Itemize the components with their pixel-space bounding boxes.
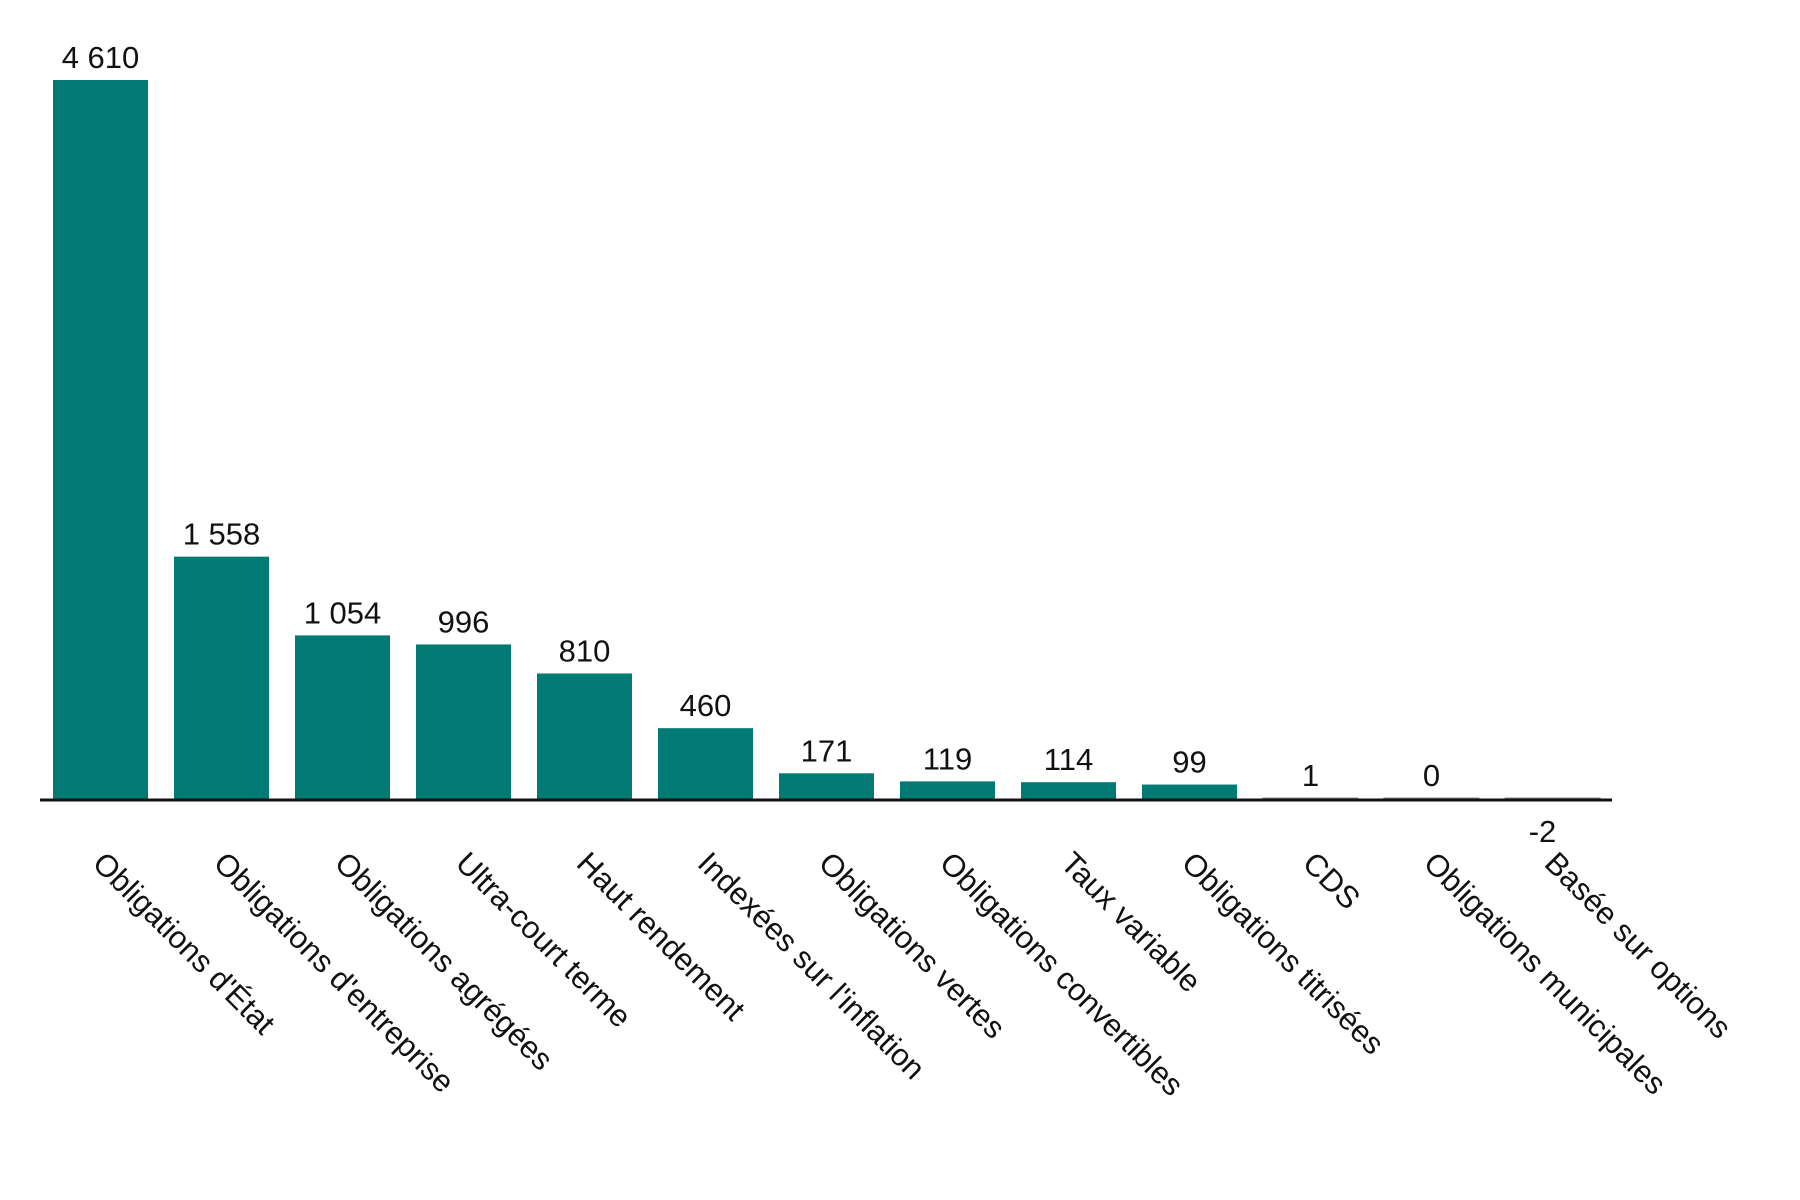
value-label-8: 114 xyxy=(1044,742,1093,777)
value-label-7: 119 xyxy=(923,741,972,776)
value-label-2: 1 054 xyxy=(304,595,382,630)
bar-5 xyxy=(658,728,753,800)
value-label-12: -2 xyxy=(1529,814,1557,849)
value-label-6: 171 xyxy=(801,733,853,768)
category-label-1: Obligations d'entreprise xyxy=(207,845,461,1099)
category-label-9: Obligations titrisées xyxy=(1175,845,1391,1061)
value-label-0: 4 610 xyxy=(62,40,140,75)
bar-0 xyxy=(53,80,148,800)
category-label-10: CDS xyxy=(1296,845,1367,916)
value-label-1: 1 558 xyxy=(183,517,261,552)
category-label-7: Obligations convertibles xyxy=(933,845,1190,1102)
value-label-11: 0 xyxy=(1423,758,1440,793)
bar-6 xyxy=(779,773,874,800)
category-label-5: Indexées sur l'inflation xyxy=(691,845,932,1086)
category-label-11: Obligations municipales xyxy=(1417,845,1673,1101)
value-label-10: 1 xyxy=(1302,758,1319,793)
bar-9 xyxy=(1142,784,1237,800)
value-label-9: 99 xyxy=(1172,745,1206,780)
bar-4 xyxy=(537,673,632,800)
bar-7 xyxy=(900,781,995,800)
bars-group xyxy=(53,80,1601,801)
value-label-3: 996 xyxy=(438,604,490,639)
bar-1 xyxy=(174,556,269,800)
bar-2 xyxy=(295,635,390,800)
value-labels-group: 4 610 1 558 1 054 996 810 460 171 119 114 99 1 0 -2 xyxy=(62,40,1557,849)
bar-3 xyxy=(416,644,511,800)
category-label-2: Obligations agrégées xyxy=(328,845,560,1077)
value-label-5: 460 xyxy=(680,688,732,723)
value-label-4: 810 xyxy=(559,633,611,668)
bar-8 xyxy=(1021,782,1116,800)
